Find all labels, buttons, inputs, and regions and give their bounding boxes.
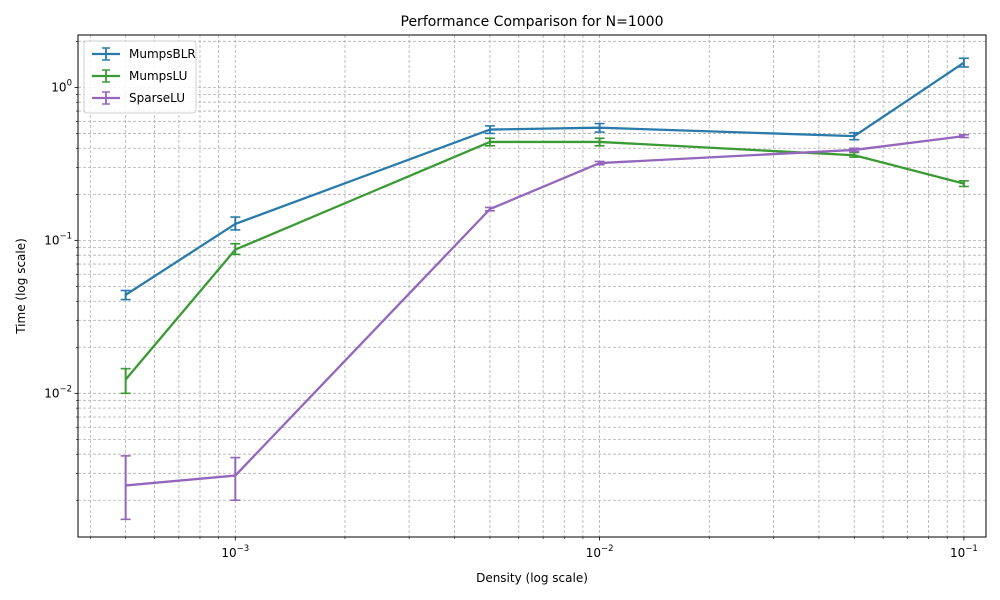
x-tick-label: 10−3 (221, 544, 249, 560)
series-line-mumpsblr (125, 61, 965, 296)
series-line-sparselu (125, 134, 965, 487)
y-tick-label: 10−2 (44, 384, 72, 400)
y-tick-label: 100 (51, 78, 72, 94)
chart-title: Performance Comparison for N=1000 (401, 14, 664, 30)
legend-label-sparselu: SparseLU (129, 91, 185, 105)
legend-label-mumpsblr: MumpsBLR (129, 47, 196, 61)
legend: MumpsBLR MumpsLU SparseLU (83, 40, 197, 114)
y-axis-label: Time (log scale) (14, 238, 28, 335)
legend-box (83, 40, 197, 114)
legend-label-mumpslu: MumpsLU (129, 69, 187, 83)
axis-ticks: 10−3 10−2 10−1 10−2 10−1 100 (44, 41, 978, 560)
x-axis-label: Density (log scale) (476, 571, 588, 585)
x-tick-label: 10−2 (586, 544, 614, 560)
grid-lines (78, 35, 986, 537)
plot-frame (77, 34, 987, 538)
x-tick-label: 10−1 (950, 544, 978, 560)
y-tick-label: 10−1 (44, 231, 72, 247)
series-lines (120, 57, 969, 521)
series-line-mumpslu (124, 140, 965, 381)
